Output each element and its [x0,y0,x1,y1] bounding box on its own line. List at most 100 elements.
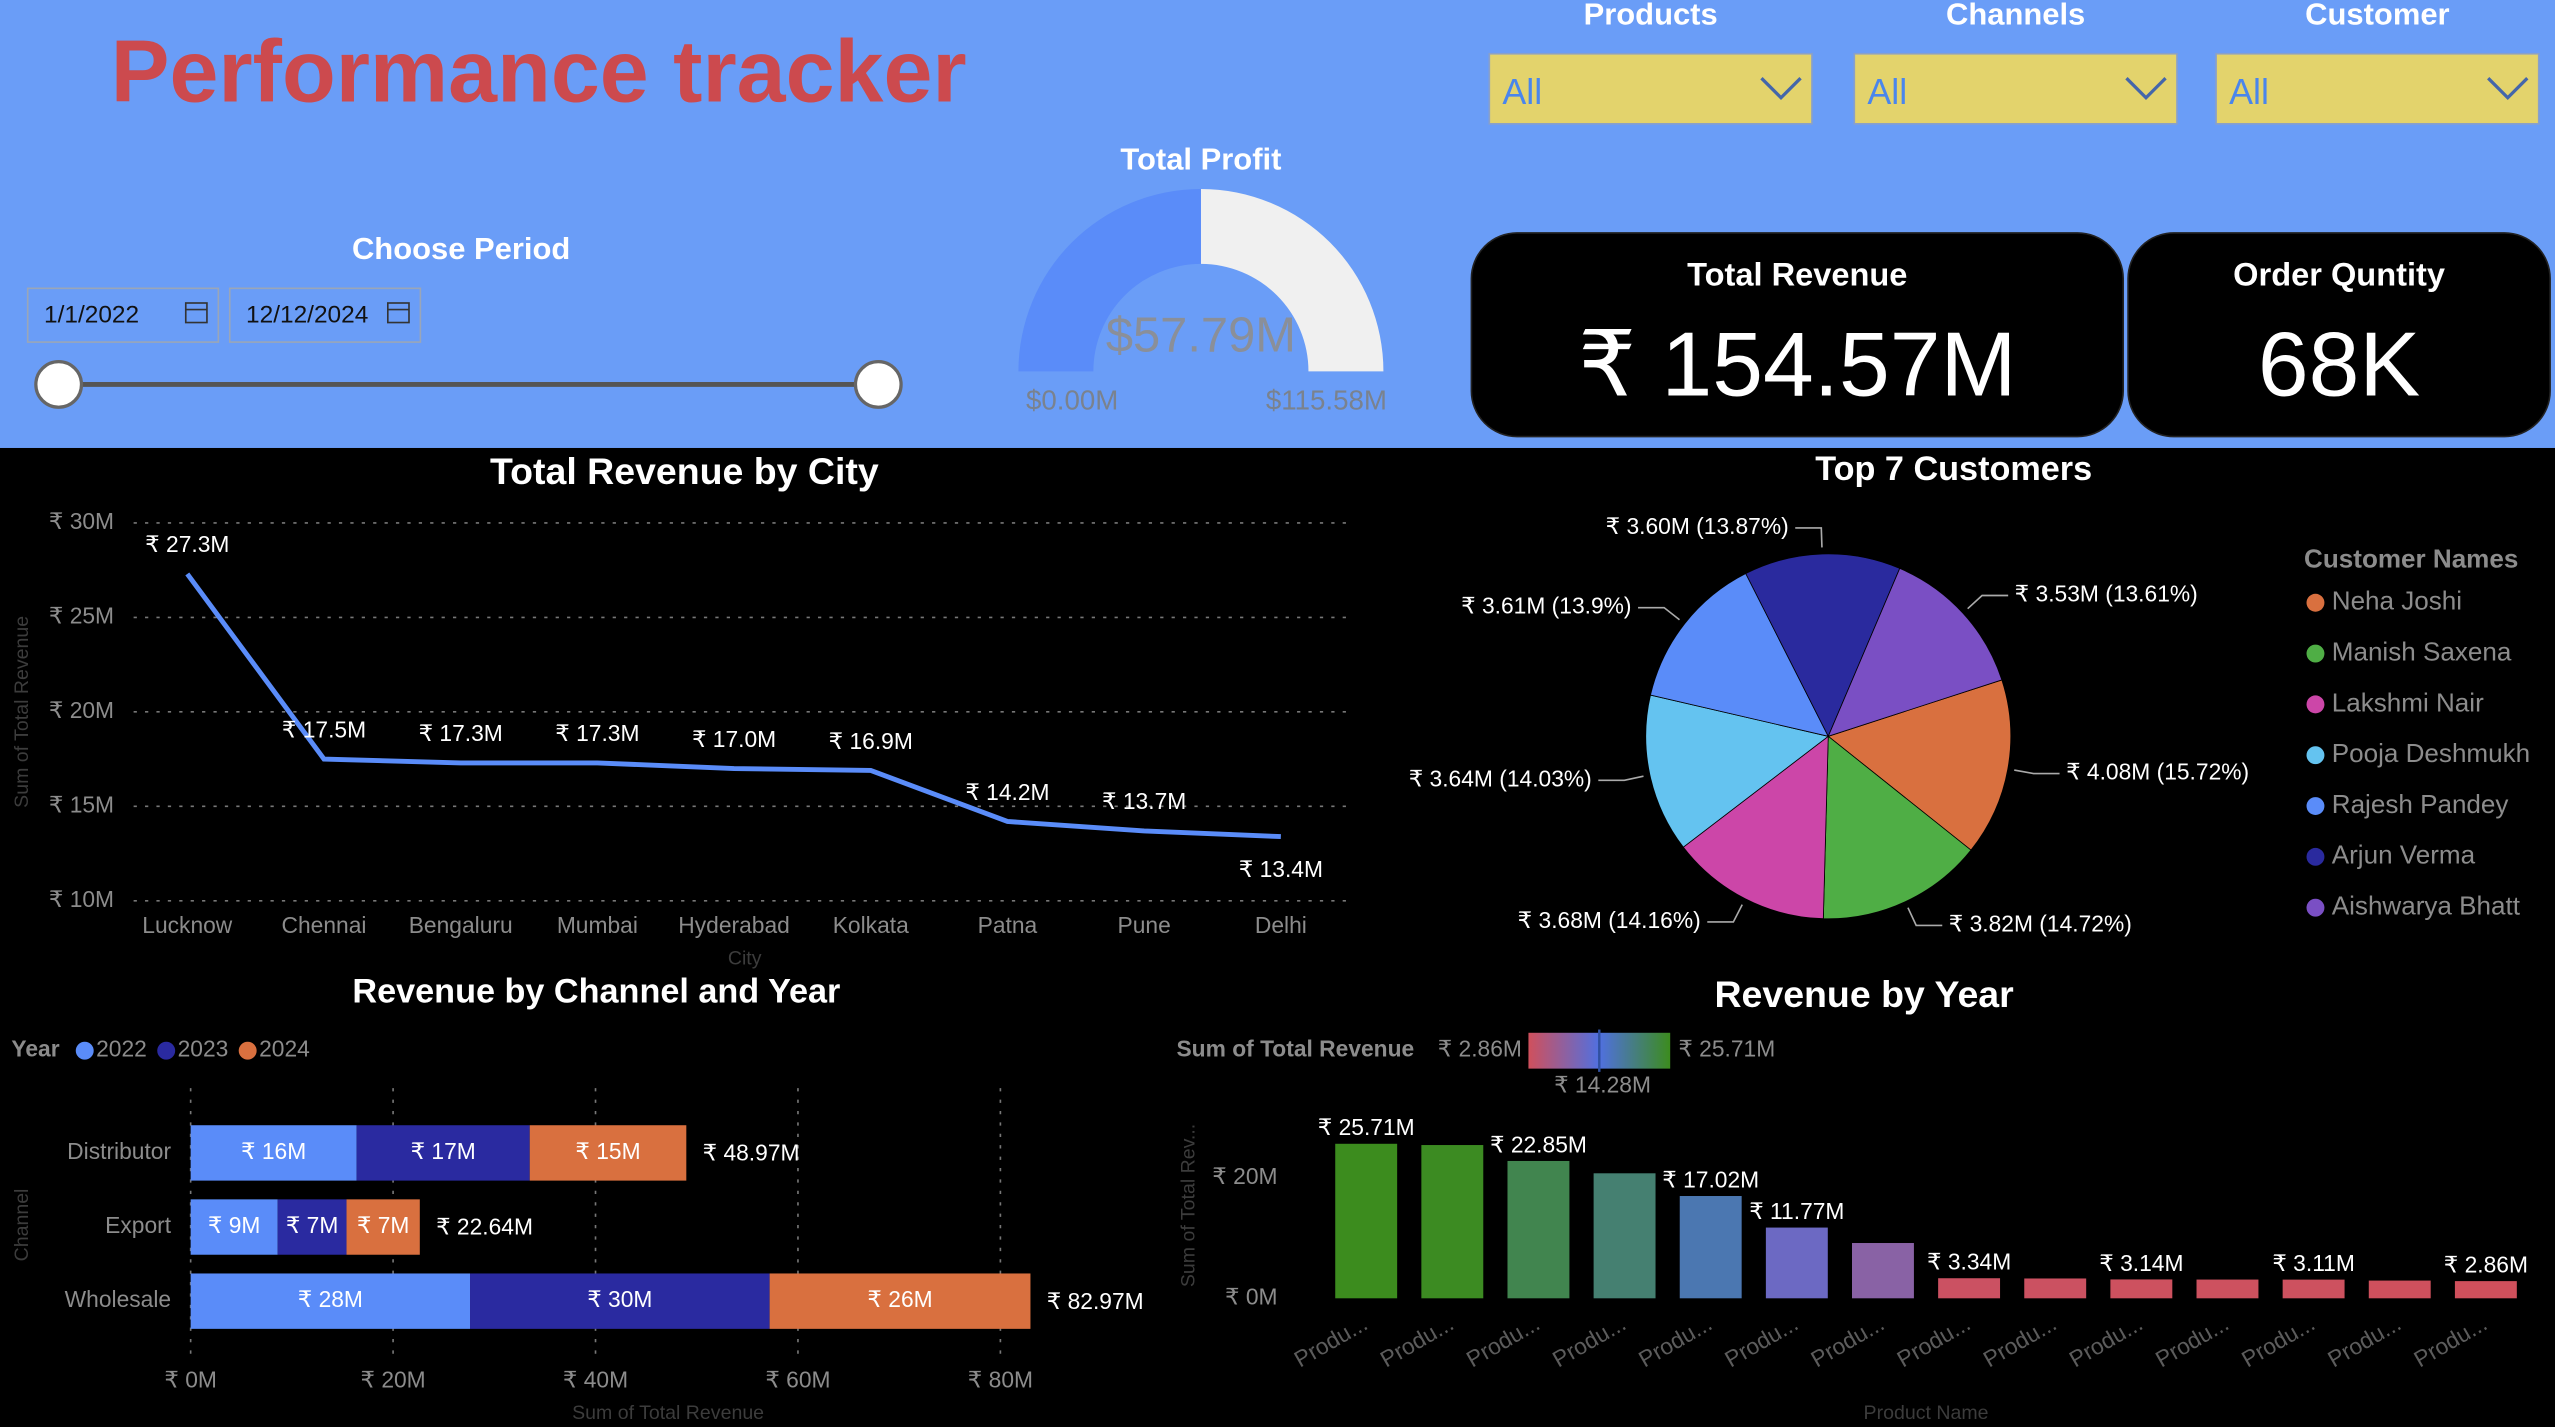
legend-label: Neha Joshi [2332,586,2462,616]
bar [2454,1281,2517,1299]
y-tick-label: ₹ 10M [49,886,114,912]
data-label: ₹ 14.2M [965,779,1049,805]
data-label: ₹ 13.4M [1239,856,1323,882]
data-label: ₹ 7M [286,1212,339,1238]
chart-title: Revenue by Channel and Year [352,973,840,1011]
bar-segment [277,1199,347,1255]
bar-segment [769,1273,1031,1329]
pie-slice [1822,735,1972,920]
y-tick-label: ₹ 30M [49,508,114,534]
y-axis-label: Sum of Total Rev... [1178,1124,1200,1287]
date-input[interactable] [26,287,220,343]
legend-label: Aishwarya Bhatt [2332,891,2521,921]
data-label: ₹ 3.34M [1927,1249,2011,1275]
x-tick-label: Delhi [1255,912,1307,938]
date-input[interactable] [228,287,422,343]
chart-title: Top 7 Customers [1815,450,2092,488]
data-label: ₹ 30M [587,1286,652,1312]
bar [1507,1160,1570,1299]
leader-line [1795,527,1823,548]
x-tick-label: ₹ 80M [968,1366,1033,1392]
x-tick-label: Bengaluru [409,912,513,938]
gauge-tick-label: $0.00M [1026,385,1118,416]
data-label: ₹ 25.71M [1318,1114,1415,1140]
y-axis-label: Channel [11,1189,33,1262]
x-tick-label: ₹ 20M [360,1366,425,1392]
color-scale-label: ₹ 2.86M [1438,1036,1522,1062]
bar [1852,1243,1914,1299]
dropdown-chevron [2487,77,2529,101]
y-tick-label: ₹ 20M [1212,1163,1277,1189]
bar [1938,1278,2001,1299]
data-label: ₹ 4.08M (15.72%) [2066,759,2249,785]
x-axis-label: Sum of Total Revenue [572,1402,764,1424]
data-label: ₹ 3.68M (14.16%) [1518,907,1701,933]
legend-swatch [2306,898,2325,917]
data-label: ₹ 16.9M [829,728,913,754]
total-label: ₹ 82.97M [1047,1288,1144,1314]
pie-slice [1649,573,1830,737]
period-slider-handle[interactable] [853,360,903,409]
bar [1593,1173,1656,1299]
data-label: ₹ 17.3M [555,720,639,746]
data-label: ₹ 26M [867,1286,932,1312]
data-label: ₹ 9M [208,1212,261,1238]
calendar-icon [386,302,410,324]
x-tick-label: ₹ 60M [765,1366,830,1392]
bar [2368,1280,2431,1299]
date-text: 1/1/2022 [44,301,139,328]
pie-slice [1745,553,1901,738]
legend-swatch [2306,746,2325,765]
legend-swatch [2306,847,2325,866]
period-slider-handle[interactable] [34,360,84,409]
legend-swatch [2306,593,2325,612]
bar-segment [346,1199,420,1255]
leader-line [1707,904,1743,923]
pie-slice [1645,694,1830,848]
legend-swatch [2306,644,2325,663]
leader-line [1967,594,2009,610]
bar-segment [470,1273,770,1329]
page-title: Performance tracker [111,21,967,120]
kpi-value: ₹ 154.57M [1578,314,2016,416]
bar [1421,1145,1484,1299]
legend-swatch [238,1041,257,1060]
legend-label: Lakshmi Nair [2332,687,2484,717]
chart-title: Total Revenue by City [490,450,879,492]
filter-dropdown[interactable] [1853,52,2178,125]
bar-segment [190,1125,357,1181]
y-tick-label: Export [105,1212,172,1238]
y-tick-label: ₹ 0M [1225,1283,1278,1309]
bar [2196,1279,2259,1299]
data-label: ₹ 17.0M [692,726,776,752]
data-label: ₹ 17.5M [282,716,366,742]
y-tick-label: Distributor [67,1138,171,1164]
data-label: ₹ 7M [357,1212,410,1238]
period-label: Choose Period [352,231,570,266]
legend-swatch [157,1041,176,1060]
filter-dropdown[interactable] [2215,52,2540,125]
bar [1765,1227,1828,1299]
pie-slice [1827,679,2012,851]
gauge-value-arc [1018,188,1201,372]
line [185,572,1281,840]
dropdown-chevron [2125,77,2167,101]
legend-title: Year [11,1036,59,1062]
data-label: ₹ 27.3M [145,531,229,557]
data-label: ₹ 11.77M [1749,1198,1844,1224]
pie-slice [1827,567,2003,737]
y-tick-label: ₹ 20M [49,697,114,723]
data-label: ₹ 17.3M [419,720,503,746]
data-label: ₹ 3.61M (13.9%) [1461,593,1631,619]
filter-dropdown[interactable] [1488,52,1813,125]
filter-value: All [2229,72,2269,112]
legend-swatch [75,1041,94,1060]
color-scale-label: ₹ 25.71M [1678,1036,1775,1062]
total-label: ₹ 22.64M [436,1214,533,1240]
bar [2024,1278,2087,1299]
kpi-card [2127,232,2551,438]
gauge-track [1200,188,1384,372]
bar [1679,1196,1742,1299]
x-tick-label: ₹ 40M [563,1366,628,1392]
